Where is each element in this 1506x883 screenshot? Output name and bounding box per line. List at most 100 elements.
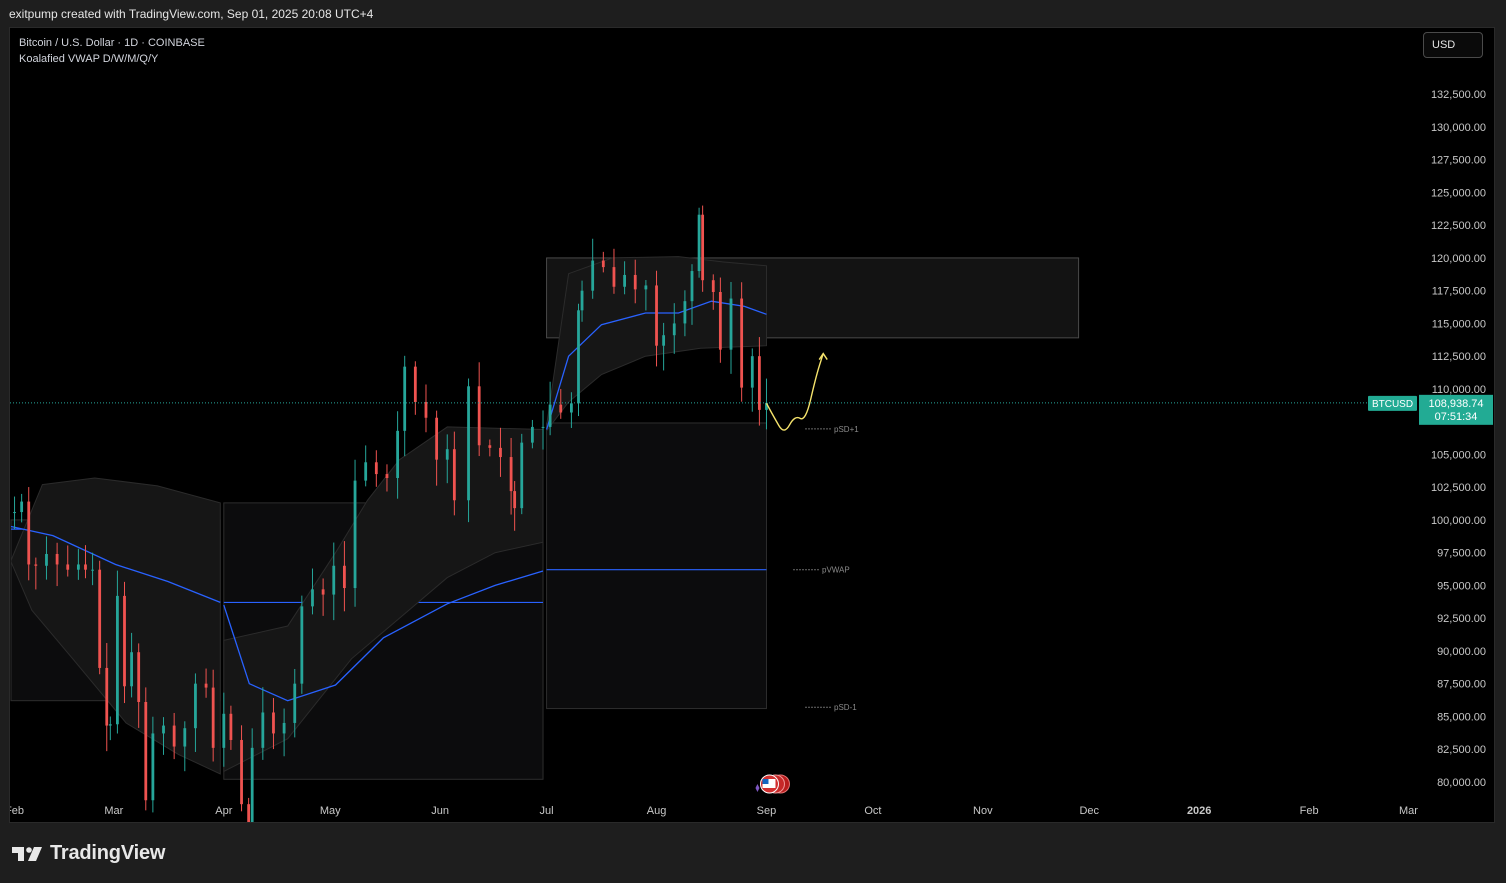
candle-body bbox=[435, 417, 439, 460]
candle-body bbox=[194, 683, 197, 729]
candle-body bbox=[396, 430, 400, 479]
time-axis-label: Feb bbox=[1300, 805, 1319, 817]
time-axis-label: Sep bbox=[757, 805, 777, 817]
vwap-band bbox=[10, 477, 221, 775]
candle-body bbox=[633, 274, 637, 290]
time-axis-label: 2026 bbox=[1187, 805, 1211, 817]
price-axis-label: 115,000.00 bbox=[1432, 318, 1486, 330]
time-axis-label: May bbox=[320, 805, 341, 817]
candle-body bbox=[690, 271, 694, 302]
candle-body bbox=[293, 683, 297, 723]
candle-body bbox=[612, 267, 616, 287]
candle-body bbox=[250, 747, 254, 822]
candle-body bbox=[229, 713, 233, 740]
price-axis-label: 105,000.00 bbox=[1431, 449, 1486, 461]
candle-body bbox=[282, 722, 286, 734]
tradingview-logo[interactable]: TradingView bbox=[12, 842, 165, 865]
candle-body bbox=[34, 564, 38, 566]
candle-body bbox=[509, 457, 513, 492]
snapshot-credit: exitpump created with TradingView.com, S… bbox=[9, 7, 374, 21]
candle-body bbox=[452, 449, 456, 501]
sparkle-icon bbox=[755, 784, 760, 792]
time-axis-label: Jul bbox=[540, 805, 554, 817]
candle-body bbox=[353, 480, 357, 589]
psd-minus-label: pSD-1 bbox=[834, 703, 857, 712]
candle-body bbox=[27, 501, 31, 565]
time-axis-label: Mar bbox=[1399, 805, 1418, 817]
projection-arrowhead bbox=[818, 352, 828, 360]
price-tag-price: 108,938.74 bbox=[1428, 398, 1483, 410]
candle-body bbox=[98, 569, 102, 668]
candle-body bbox=[343, 565, 346, 589]
candle-body bbox=[591, 260, 595, 291]
tradingview-logo-icon bbox=[12, 846, 42, 861]
vwap-line bbox=[545, 300, 767, 430]
price-axis-label: 85,000.00 bbox=[1437, 711, 1486, 723]
candle-body bbox=[162, 725, 165, 734]
chart-svg[interactable]: pSD+1 pVWAP pSD-1 132,500.00 130,000.00 127,5… bbox=[10, 28, 1495, 823]
time-axis-label: Feb bbox=[10, 805, 24, 817]
candle-body bbox=[577, 310, 580, 404]
candle-body bbox=[137, 652, 141, 702]
price-axis-label: 100,000.00 bbox=[1431, 515, 1486, 527]
candle-body bbox=[683, 301, 687, 324]
candle-body bbox=[55, 553, 59, 565]
us-flag-canton-icon bbox=[762, 779, 769, 784]
brand-name: TradingView bbox=[50, 842, 166, 864]
indicator-legend[interactable]: Koalafied VWAP D/W/M/Q/Y bbox=[19, 53, 159, 65]
candle-body bbox=[403, 366, 407, 431]
candle-body bbox=[623, 274, 627, 287]
price-axis-label: 110,000.00 bbox=[1432, 384, 1486, 396]
price-axis-label: 82,500.00 bbox=[1437, 744, 1486, 756]
chart-pane[interactable]: Bitcoin / U.S. Dollar · 1D · COINBASE Ko… bbox=[9, 27, 1495, 823]
candle-body bbox=[655, 285, 658, 346]
ticker-tag-bg[interactable] bbox=[1368, 395, 1417, 411]
candle-body bbox=[548, 404, 552, 427]
symbol-legend[interactable]: Bitcoin / U.S. Dollar · 1D · COINBASE bbox=[19, 37, 205, 49]
vwap-line bbox=[223, 570, 544, 702]
candle-body bbox=[750, 356, 754, 388]
price-axis-label: 80,000.00 bbox=[1437, 777, 1486, 789]
candle-body bbox=[105, 667, 109, 726]
candle-body bbox=[66, 564, 70, 570]
candle-body bbox=[413, 366, 417, 403]
candle-body bbox=[240, 739, 243, 805]
candle-body bbox=[130, 652, 133, 687]
candle-body bbox=[499, 447, 502, 458]
us-flag-stripes-icon bbox=[762, 779, 776, 788]
top-bar: exitpump created with TradingView.com, S… bbox=[0, 0, 1506, 28]
time-axis-label: Dec bbox=[1079, 805, 1099, 817]
pvwap-level-box bbox=[546, 422, 767, 710]
price-axis-label: 132,500.00 bbox=[1431, 89, 1486, 101]
price-axis-label: 95,000.00 bbox=[1437, 580, 1486, 592]
footer: TradingView bbox=[0, 823, 1506, 883]
candle-body bbox=[247, 804, 251, 822]
candle-body bbox=[757, 356, 761, 410]
time-axis-label: Jun bbox=[431, 805, 449, 817]
vwap-line bbox=[10, 525, 221, 604]
candle-body bbox=[701, 214, 705, 281]
candle-body bbox=[765, 402, 768, 410]
candle-body bbox=[76, 564, 80, 570]
price-axis-label: 122,500.00 bbox=[1431, 220, 1486, 232]
price-tag-countdown: 07:51:34 bbox=[1435, 411, 1478, 423]
price-axis-label: 117,500.00 bbox=[1432, 286, 1486, 298]
time-axis-label: Aug bbox=[647, 805, 667, 817]
candle-body bbox=[740, 298, 744, 388]
price-tag-bg[interactable] bbox=[1419, 394, 1493, 425]
candle-body bbox=[151, 733, 155, 801]
candle-body bbox=[559, 404, 563, 413]
candle-body bbox=[662, 335, 666, 346]
price-axis-label: 97,500.00 bbox=[1437, 548, 1486, 560]
candle-body bbox=[91, 569, 94, 571]
price-axis-label: 127,500.00 bbox=[1431, 155, 1486, 167]
price-axis-label: 90,000.00 bbox=[1437, 646, 1486, 658]
psd-plus-label: pSD+1 bbox=[834, 425, 859, 434]
candle-body bbox=[570, 403, 573, 413]
price-axis-label: 92,500.00 bbox=[1437, 613, 1486, 625]
currency-button[interactable]: USD bbox=[1423, 32, 1483, 58]
candle-body bbox=[520, 442, 524, 509]
time-axis-label: Mar bbox=[104, 805, 123, 817]
candle-body bbox=[116, 595, 119, 725]
candle-body bbox=[672, 323, 676, 336]
